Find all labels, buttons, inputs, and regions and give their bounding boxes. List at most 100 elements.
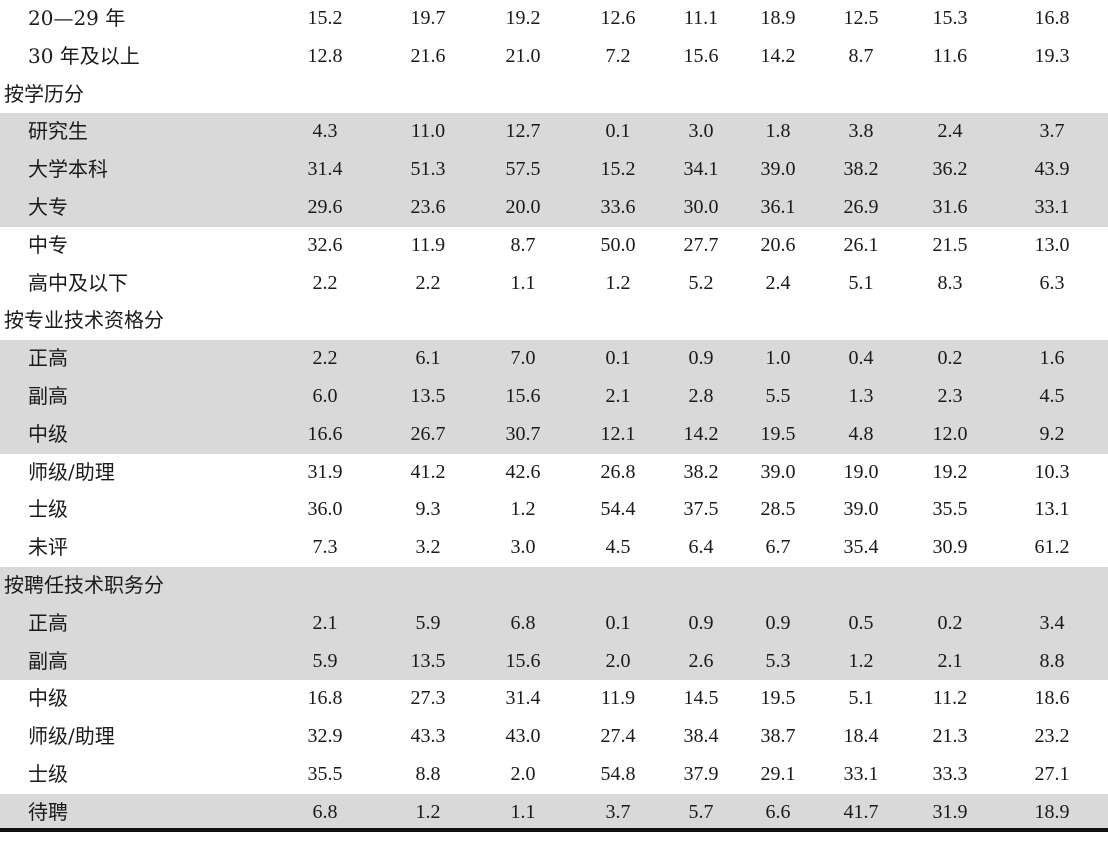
table-cell: 4.5 (605, 536, 631, 559)
table-row: 副高 5.9 13.5 15.6 2.0 2.6 5.3 1.2 2.1 8.8 (0, 642, 1108, 681)
table-cell: 57.5 (505, 158, 541, 181)
table-cell: 2.0 (510, 762, 536, 785)
table-cell: 2.0 (605, 649, 631, 672)
table-cell: 43.3 (410, 725, 446, 748)
table-cell: 29.6 (307, 195, 343, 218)
table-cell: 6.0 (312, 384, 338, 407)
row-label: 30 年及以上 (28, 43, 140, 68)
table-cell: 11.9 (410, 233, 446, 256)
table-cell: 15.2 (600, 158, 636, 181)
table-row: 正高 2.2 6.1 7.0 0.1 0.9 1.0 0.4 0.2 1.6 (0, 340, 1108, 378)
table-cell: 0.5 (848, 611, 874, 634)
table-cell: 8.7 (510, 233, 536, 256)
row-label: 副高 (28, 383, 68, 408)
table-cell: 0.2 (937, 611, 963, 634)
table-cell: 30.0 (683, 195, 719, 218)
table-cell: 2.1 (312, 611, 338, 634)
table-cell: 3.0 (510, 536, 536, 559)
table-cell: 29.1 (760, 762, 796, 785)
table-cell: 31.4 (505, 687, 541, 710)
table-cell: 39.0 (843, 498, 879, 521)
table-cell: 3.0 (688, 120, 714, 143)
row-label: 研究生 (28, 119, 88, 144)
table-cell: 16.8 (307, 687, 343, 710)
table-cell: 6.6 (765, 800, 791, 823)
table-cell: 11.9 (600, 687, 636, 710)
row-label: 师级/助理 (28, 459, 115, 484)
table-cell: 27.7 (683, 233, 719, 256)
table-row: 30 年及以上 12.8 21.6 21.0 7.2 15.6 14.2 8.7 11.6 19.… (0, 38, 1108, 76)
table-cell: 15.6 (505, 649, 541, 672)
table-row: 20—29 年 15.2 19.7 19.2 12.6 11.1 18.9 12.5 15.3 1… (0, 0, 1108, 38)
table-cell: 5.9 (312, 649, 338, 672)
table-cell: 0.2 (937, 347, 963, 370)
table-cell: 14.2 (760, 44, 796, 67)
table-cell: 37.5 (683, 498, 719, 521)
table-row: 大专 29.6 23.6 20.0 33.6 30.0 36.1 26.9 31.6 33.1 (0, 188, 1108, 227)
table-cell: 26.1 (843, 233, 879, 256)
table-cell: 6.7 (765, 536, 791, 559)
table-cell: 19.5 (760, 687, 796, 710)
table-cell: 19.0 (843, 460, 879, 483)
table-cell: 1.8 (765, 120, 791, 143)
row-label: 士级 (28, 497, 68, 522)
table-cell: 11.2 (932, 687, 968, 710)
section-header-row: 按聘任技术职务分 (0, 566, 1108, 605)
table-cell: 54.8 (600, 762, 636, 785)
table-cell: 27.1 (1034, 762, 1070, 785)
table-row: 正高 2.1 5.9 6.8 0.1 0.9 0.9 0.5 0.2 3.4 (0, 604, 1108, 643)
table-cell: 31.4 (307, 158, 343, 181)
table-cell: 38.4 (683, 725, 719, 748)
table-cell: 12.5 (843, 7, 879, 29)
table-cell: 2.1 (937, 649, 963, 672)
table-cell: 10.3 (1034, 460, 1070, 483)
table-cell: 51.3 (410, 158, 446, 181)
section-header-row: 按学历分 (0, 76, 1108, 114)
table-row: 大学本科 31.4 51.3 57.5 15.2 34.1 39.0 38.2 36.2 43.9 (0, 151, 1108, 189)
table-cell: 35.5 (932, 498, 968, 521)
table-cell: 0.1 (605, 120, 631, 143)
table-cell: 3.8 (848, 120, 874, 143)
table-cell: 1.2 (510, 498, 536, 521)
table-cell: 12.1 (600, 422, 636, 445)
table-cell: 14.2 (683, 422, 719, 445)
table-cell: 9.3 (415, 498, 441, 521)
table-cell: 5.1 (848, 687, 874, 710)
table-cell: 12.0 (932, 422, 968, 445)
table-cell: 41.2 (410, 460, 446, 483)
table-cell: 61.2 (1034, 536, 1070, 559)
table-cell: 4.3 (312, 120, 338, 143)
table-cell: 2.6 (688, 649, 714, 672)
table-cell: 19.5 (760, 422, 796, 445)
table-cell: 16.6 (307, 422, 343, 445)
table-cell: 23.6 (410, 195, 446, 218)
table-bottom-rule (0, 828, 1108, 832)
table-cell: 13.5 (410, 384, 446, 407)
table-cell: 18.4 (843, 725, 879, 748)
table-cell: 0.1 (605, 611, 631, 634)
table-cell: 42.6 (505, 460, 541, 483)
row-label: 20—29 年 (28, 6, 126, 30)
table-row: 士级 35.5 8.8 2.0 54.8 37.9 29.1 33.1 33.3 27.1 (0, 756, 1108, 794)
table-row: 师级/助理 31.9 41.2 42.6 26.8 38.2 39.0 19.0 19.2 10.… (0, 454, 1108, 492)
table-cell: 38.2 (843, 158, 879, 181)
table-cell: 2.2 (312, 271, 338, 294)
table-cell: 18.6 (1034, 687, 1070, 710)
table-cell: 13.5 (410, 649, 446, 672)
table-cell: 5.5 (765, 384, 791, 407)
table-cell: 12.7 (505, 120, 541, 143)
table-cell: 37.9 (683, 762, 719, 785)
table-cell: 3.7 (1039, 120, 1065, 143)
table-cell: 13.1 (1034, 498, 1070, 521)
table-cell: 32.9 (307, 725, 343, 748)
table-cell: 32.6 (307, 233, 343, 256)
table-row: 士级 36.0 9.3 1.2 54.4 37.5 28.5 39.0 35.5 13.1 (0, 491, 1108, 529)
table-cell: 16.8 (1034, 7, 1070, 29)
table-cell: 43.9 (1034, 158, 1070, 181)
table-cell: 14.5 (683, 687, 719, 710)
table-cell: 7.2 (605, 44, 631, 67)
table-cell: 12.6 (600, 7, 636, 29)
table-cell: 30.7 (505, 422, 541, 445)
table-cell: 31.9 (307, 460, 343, 483)
table-cell: 0.9 (688, 347, 714, 370)
